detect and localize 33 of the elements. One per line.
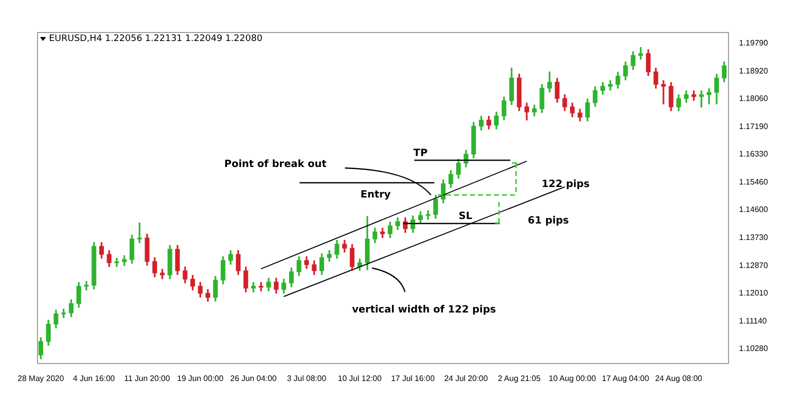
y-tick-label: 1.19790 bbox=[739, 38, 768, 48]
x-tick-label: 24 Jul 20:00 bbox=[444, 374, 488, 384]
ref-line-label: TP bbox=[413, 148, 428, 159]
annotation: 122 pips bbox=[542, 178, 590, 190]
x-tick-label: 10 Jul 12:00 bbox=[338, 374, 382, 384]
y-tick-label: 1.16330 bbox=[739, 150, 768, 159]
y-tick-label: 1.10280 bbox=[739, 344, 768, 354]
y-tick-label: 1.12010 bbox=[739, 288, 768, 298]
y-tick-label: 1.12870 bbox=[739, 260, 768, 270]
y-tick-label: 1.11140 bbox=[739, 316, 768, 326]
y-tick-label: 1.18920 bbox=[739, 66, 768, 76]
y-tick-label: 1.18060 bbox=[739, 94, 768, 104]
ref-line-label: Entry bbox=[360, 189, 392, 200]
x-tick-label: 3 Jul 08:00 bbox=[286, 374, 327, 384]
x-tick-label: 17 Aug 04:00 bbox=[602, 374, 650, 384]
x-tick-label: 11 Jun 20:00 bbox=[124, 374, 170, 384]
x-tick-label: 26 Jun 04:00 bbox=[230, 374, 278, 384]
ref-line-label: SL bbox=[458, 211, 473, 222]
y-tick-label: 1.14600 bbox=[739, 205, 768, 214]
annotation: vertical width of 122 pips bbox=[352, 304, 496, 316]
x-tick-label: 17 Jul 16:00 bbox=[391, 374, 436, 384]
annotation: Point of break out bbox=[224, 158, 327, 170]
annotation: 61 pips bbox=[528, 215, 569, 226]
y-tick-label: 1.15460 bbox=[739, 178, 768, 187]
y-tick-label: 1.13730 bbox=[739, 233, 768, 242]
x-tick-label: 19 Jun 00:00 bbox=[177, 374, 224, 384]
x-tick-label: 10 Aug 00:00 bbox=[548, 374, 596, 384]
chart-title: EURUSD,H4 1.22056 1.22131 1.22049 1.22080 bbox=[49, 34, 262, 44]
x-tick-label: 4 Jun 16:00 bbox=[73, 374, 116, 384]
x-tick-label: 24 Aug 08:00 bbox=[655, 374, 703, 384]
y-tick-label: 1.17190 bbox=[739, 122, 768, 132]
x-tick-label: 2 Aug 21:05 bbox=[498, 374, 542, 384]
x-tick-label: 28 May 2020 bbox=[18, 374, 64, 384]
